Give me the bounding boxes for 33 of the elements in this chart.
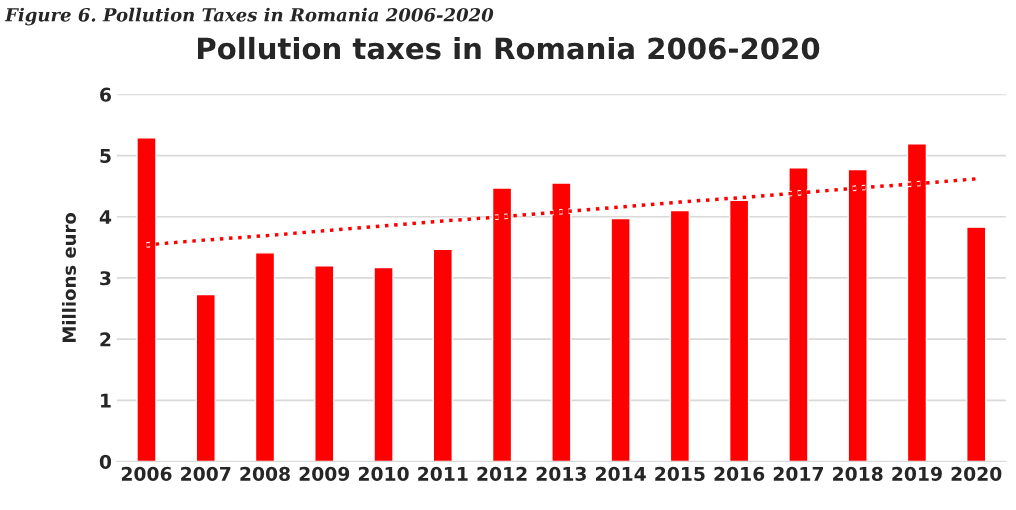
bar [610, 217, 631, 462]
caption: Figure 6. Pollution Taxes in Romania 2006-2020 [4, 7, 494, 26]
bar [669, 209, 691, 462]
x-tick-label: 2008 [240, 466, 290, 481]
x-tick-label: 2014 [596, 466, 646, 481]
y-tick-label: 2 [100, 332, 111, 347]
bar [966, 226, 987, 462]
x-tick-label: 2015 [655, 466, 705, 481]
x-tick-label: 2018 [833, 466, 883, 481]
x-tick-label: 2006 [121, 466, 172, 481]
x-tick-label: 2012 [477, 466, 527, 481]
x-tick-label: 2017 [773, 466, 824, 481]
y-tick-label: 5 [100, 149, 111, 163]
x-tick-label: 2007 [181, 466, 231, 481]
bar [373, 266, 394, 462]
x-tick-label: 2020 [951, 466, 1002, 481]
y-axis-title: Millions euro [62, 213, 76, 342]
y-tick-label: 6 [100, 87, 111, 102]
y-tick-label: 3 [100, 271, 111, 286]
bar [432, 248, 453, 462]
x-tick-label: 2010 [358, 466, 409, 481]
x-tick-label: 2016 [714, 466, 765, 481]
chart-title: Pollution taxes in Romania 2006-2020 [198, 36, 820, 60]
y-tick-label: 1 [101, 393, 111, 408]
x-tick-label: 2009 [299, 466, 350, 481]
x-tick-label: 2013 [536, 466, 586, 481]
y-tick-label: 4 [99, 210, 112, 224]
bar [314, 265, 335, 462]
bar [195, 293, 216, 462]
y-tick-label: 0 [99, 454, 112, 469]
x-tick-label: 2011 [418, 466, 468, 481]
bar [254, 252, 276, 462]
x-tick-label: 2019 [892, 466, 942, 481]
